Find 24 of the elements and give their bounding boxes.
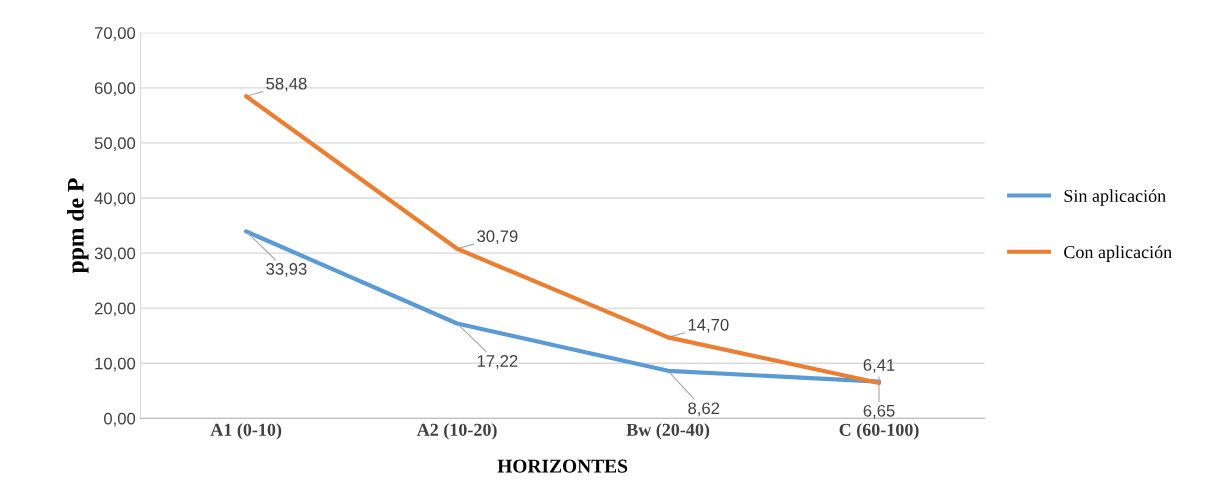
y-tick-label: 20,00 bbox=[94, 302, 136, 317]
x-tick-label: C (60-100) bbox=[839, 423, 919, 440]
y-axis-title: ppm de P bbox=[67, 178, 89, 274]
legend-label: Con aplicación bbox=[1064, 245, 1172, 262]
data-label: 14,70 bbox=[688, 318, 729, 333]
data-label: 6,65 bbox=[863, 404, 895, 419]
data-label: 58,48 bbox=[266, 77, 307, 92]
data-label: 6,41 bbox=[863, 359, 895, 373]
data-label: 33,93 bbox=[266, 262, 307, 277]
legend-label: Sin aplicación bbox=[1064, 189, 1166, 206]
x-tick-label: A1 (0-10) bbox=[210, 423, 282, 440]
y-tick-label: 50,00 bbox=[94, 137, 136, 152]
data-label: 17,22 bbox=[477, 355, 518, 369]
data-label: 8,62 bbox=[688, 402, 720, 417]
y-tick-label: 40,00 bbox=[94, 192, 136, 207]
y-tick-label: 30,00 bbox=[94, 247, 136, 262]
x-tick-label: A2 (10-20) bbox=[416, 423, 497, 440]
y-tick-label: 60,00 bbox=[94, 82, 136, 97]
y-tick-label: 70,00 bbox=[94, 27, 136, 41]
y-tick-label: 10,00 bbox=[95, 357, 136, 372]
x-tick-label: Bw (20-40) bbox=[626, 423, 710, 440]
y-tick-label: 0,00 bbox=[104, 412, 136, 427]
data-label: 30,79 bbox=[477, 230, 518, 245]
x-axis-title: HORIZONTES bbox=[497, 459, 628, 473]
